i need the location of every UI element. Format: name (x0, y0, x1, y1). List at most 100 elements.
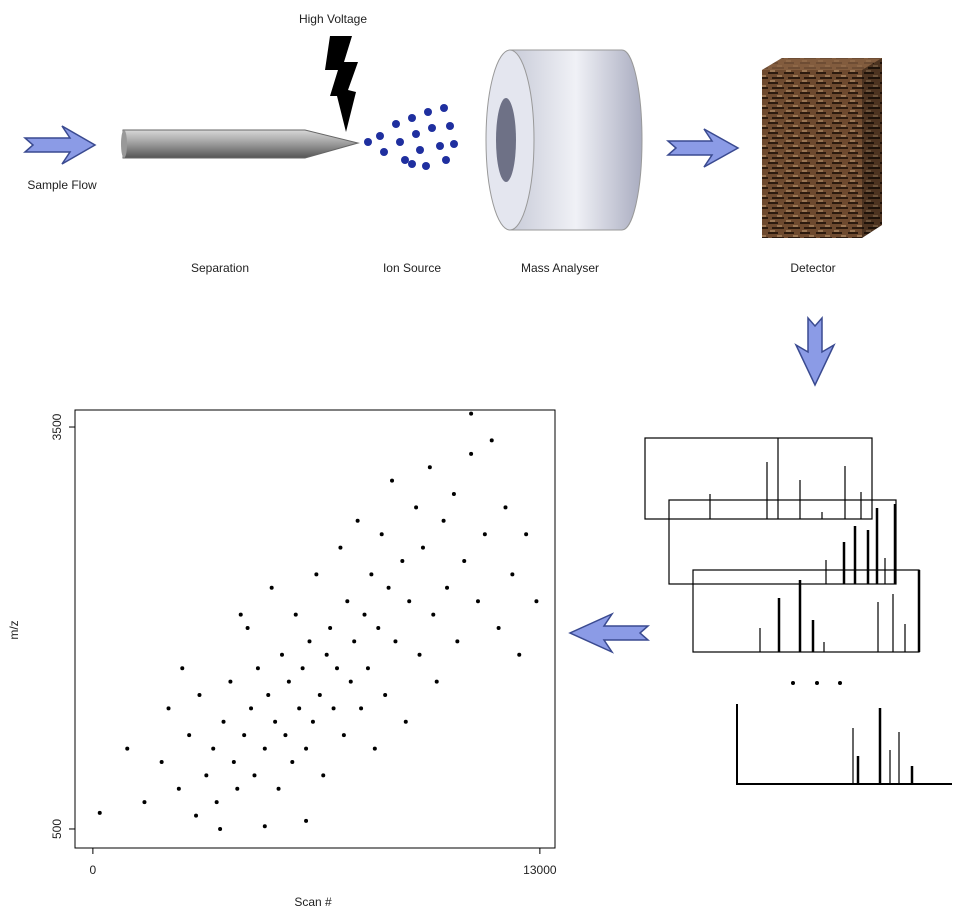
point (496, 625, 501, 630)
point (245, 625, 250, 630)
point (431, 612, 436, 617)
spectra (644, 437, 952, 785)
point (331, 706, 336, 711)
point (214, 800, 219, 805)
plot-frame (74, 409, 556, 849)
point (180, 666, 185, 671)
point (441, 518, 446, 523)
point (187, 733, 192, 738)
mass-analyser-hole (496, 98, 516, 182)
point (273, 719, 278, 724)
point (469, 411, 474, 416)
point (386, 585, 391, 590)
point (238, 612, 243, 617)
point (142, 800, 147, 805)
point (314, 572, 319, 577)
point (310, 719, 315, 724)
point (269, 585, 274, 590)
label: Separation (191, 261, 249, 275)
point (489, 438, 494, 443)
point (290, 759, 295, 764)
point (524, 532, 529, 537)
point (279, 652, 284, 657)
point (534, 599, 539, 604)
point (228, 679, 233, 684)
point (283, 733, 288, 738)
point (266, 692, 271, 697)
y-tick-label: 3500 (50, 413, 64, 440)
point (475, 599, 480, 604)
point (159, 759, 164, 764)
arrow (23, 125, 97, 165)
x-tick-label: 13000 (523, 863, 557, 877)
point (194, 813, 199, 818)
point (324, 652, 329, 657)
x-axis-label: Scan # (294, 895, 332, 909)
point (482, 532, 487, 537)
point (451, 492, 456, 497)
mass-analyser (509, 49, 643, 231)
arrow (568, 612, 650, 654)
point (420, 545, 425, 550)
label: Detector (790, 261, 835, 275)
point (293, 612, 298, 617)
point (262, 746, 267, 751)
point (341, 733, 346, 738)
point (218, 826, 223, 831)
point (321, 773, 326, 778)
point (255, 666, 260, 671)
point (262, 824, 267, 829)
point (379, 532, 384, 537)
point (204, 773, 209, 778)
point (455, 639, 460, 644)
point (286, 679, 291, 684)
point (235, 786, 240, 791)
point (369, 572, 374, 577)
point (393, 639, 398, 644)
x-tick-label: 0 (90, 863, 97, 877)
point (125, 746, 130, 751)
point (434, 679, 439, 684)
point (338, 545, 343, 550)
lightning (325, 36, 358, 132)
point (445, 585, 450, 590)
arrow (666, 128, 740, 168)
point (352, 639, 357, 644)
point (276, 786, 281, 791)
point (407, 599, 412, 604)
point (328, 625, 333, 630)
point (403, 719, 408, 724)
point (469, 451, 474, 456)
y-axis-label: m/z (7, 620, 21, 639)
point (221, 719, 226, 724)
point (297, 706, 302, 711)
point (417, 652, 422, 657)
point (400, 559, 405, 564)
point (231, 759, 236, 764)
point (304, 818, 309, 823)
label: Sample Flow (27, 178, 97, 192)
point (197, 692, 202, 697)
point (345, 599, 350, 604)
point (242, 733, 247, 738)
needle-end (121, 130, 127, 158)
label: Ion Source (383, 261, 441, 275)
point (249, 706, 254, 711)
point (372, 746, 377, 751)
point (390, 478, 395, 483)
point (97, 810, 102, 815)
point (414, 505, 419, 510)
point (176, 786, 181, 791)
point (359, 706, 364, 711)
point (211, 746, 216, 751)
label: High Voltage (299, 12, 367, 26)
point (376, 625, 381, 630)
point (503, 505, 508, 510)
point (348, 679, 353, 684)
needle (122, 129, 360, 159)
ions (364, 104, 458, 170)
point (427, 465, 432, 470)
label: Mass Analyser (521, 261, 599, 275)
detector (762, 58, 882, 238)
